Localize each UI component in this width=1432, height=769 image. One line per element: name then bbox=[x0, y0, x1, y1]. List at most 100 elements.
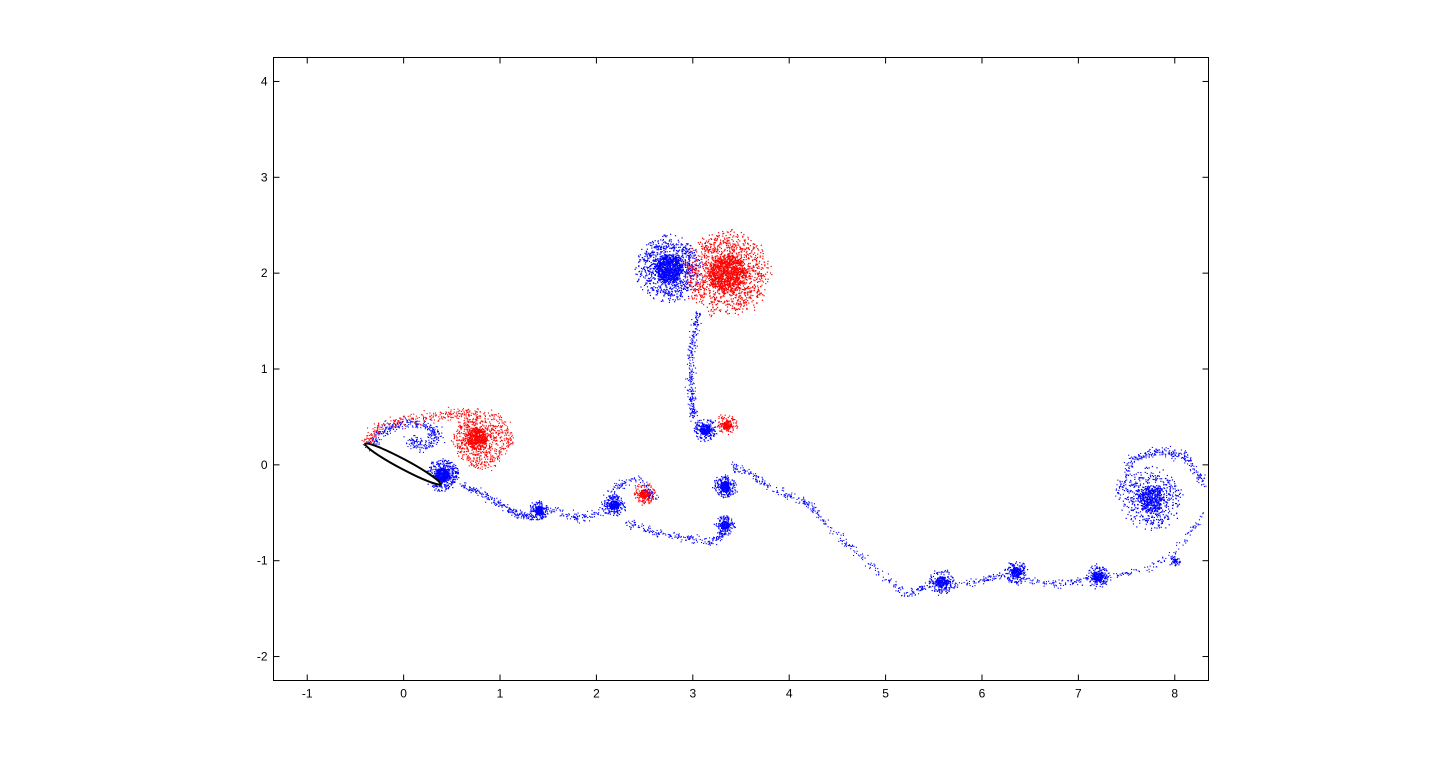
particle bbox=[486, 432, 488, 434]
particle bbox=[611, 504, 613, 506]
particle bbox=[463, 423, 465, 425]
particle bbox=[731, 266, 733, 268]
particle bbox=[447, 468, 449, 470]
particle bbox=[481, 458, 483, 460]
particle bbox=[701, 247, 703, 249]
particle bbox=[465, 432, 467, 434]
particle bbox=[494, 450, 496, 452]
particle bbox=[663, 276, 665, 278]
particle bbox=[429, 470, 431, 472]
particle bbox=[609, 502, 611, 504]
particle bbox=[650, 262, 652, 264]
particle bbox=[648, 271, 650, 273]
particle bbox=[649, 254, 652, 257]
particle bbox=[635, 491, 637, 493]
particle bbox=[480, 447, 482, 450]
particle bbox=[464, 448, 466, 450]
particle bbox=[659, 255, 661, 257]
particle bbox=[670, 277, 672, 279]
particle bbox=[690, 269, 692, 271]
particle bbox=[671, 294, 673, 296]
particle bbox=[737, 235, 739, 237]
particle bbox=[740, 255, 742, 257]
particle bbox=[441, 486, 443, 488]
particle bbox=[715, 304, 717, 306]
particle bbox=[640, 267, 643, 269]
particle bbox=[724, 259, 726, 261]
particle bbox=[474, 423, 477, 425]
particle bbox=[456, 471, 458, 473]
particle bbox=[659, 291, 662, 294]
particle bbox=[534, 505, 536, 507]
particle bbox=[482, 420, 484, 422]
particle bbox=[684, 280, 686, 282]
particle bbox=[664, 282, 666, 284]
particle bbox=[665, 292, 667, 294]
particle bbox=[732, 284, 734, 286]
particle bbox=[444, 467, 446, 469]
particle bbox=[647, 253, 649, 255]
particle bbox=[657, 247, 659, 249]
particle bbox=[726, 276, 728, 278]
particle bbox=[660, 252, 662, 254]
particle bbox=[478, 453, 480, 455]
particle bbox=[472, 419, 474, 421]
particle bbox=[458, 477, 460, 479]
particle bbox=[659, 275, 661, 277]
particle bbox=[618, 505, 620, 507]
particle bbox=[638, 493, 640, 495]
particle bbox=[688, 274, 690, 276]
particle bbox=[457, 473, 459, 475]
particle bbox=[622, 503, 624, 505]
particle bbox=[442, 476, 444, 478]
particle bbox=[488, 424, 490, 427]
particle bbox=[642, 496, 644, 499]
particle bbox=[483, 433, 485, 435]
particle bbox=[467, 439, 469, 441]
particle bbox=[684, 285, 686, 287]
particle bbox=[687, 249, 689, 251]
particle bbox=[741, 265, 743, 267]
particle bbox=[538, 513, 541, 516]
particle bbox=[747, 238, 749, 240]
particle bbox=[640, 259, 642, 261]
particle bbox=[668, 278, 670, 280]
particle bbox=[442, 474, 444, 476]
particle bbox=[724, 265, 726, 268]
particle bbox=[486, 439, 488, 441]
particle bbox=[657, 245, 659, 247]
particle bbox=[660, 265, 662, 267]
particle bbox=[441, 489, 443, 491]
particle bbox=[445, 470, 447, 472]
particle bbox=[663, 259, 665, 261]
particle bbox=[669, 243, 672, 245]
particle bbox=[694, 261, 696, 263]
particle bbox=[647, 483, 649, 485]
particle bbox=[655, 270, 657, 272]
particle bbox=[433, 468, 435, 471]
particle bbox=[676, 257, 678, 259]
particle bbox=[652, 243, 654, 245]
particle bbox=[455, 470, 457, 473]
particle bbox=[663, 272, 665, 274]
particle bbox=[482, 451, 484, 453]
particle bbox=[623, 506, 625, 508]
particle bbox=[659, 273, 661, 275]
particle bbox=[638, 500, 640, 502]
particle bbox=[688, 256, 690, 258]
particle bbox=[677, 266, 679, 268]
particle bbox=[687, 250, 689, 252]
particle bbox=[530, 509, 532, 511]
particle bbox=[732, 278, 734, 280]
particle bbox=[640, 286, 642, 288]
particle bbox=[547, 506, 549, 508]
particle bbox=[475, 451, 477, 453]
particle bbox=[660, 239, 662, 241]
particle bbox=[723, 290, 725, 292]
particle bbox=[669, 273, 671, 275]
particle bbox=[645, 496, 647, 498]
particle bbox=[681, 296, 683, 298]
particle bbox=[615, 504, 617, 506]
particle bbox=[476, 419, 478, 421]
particle bbox=[654, 491, 656, 493]
